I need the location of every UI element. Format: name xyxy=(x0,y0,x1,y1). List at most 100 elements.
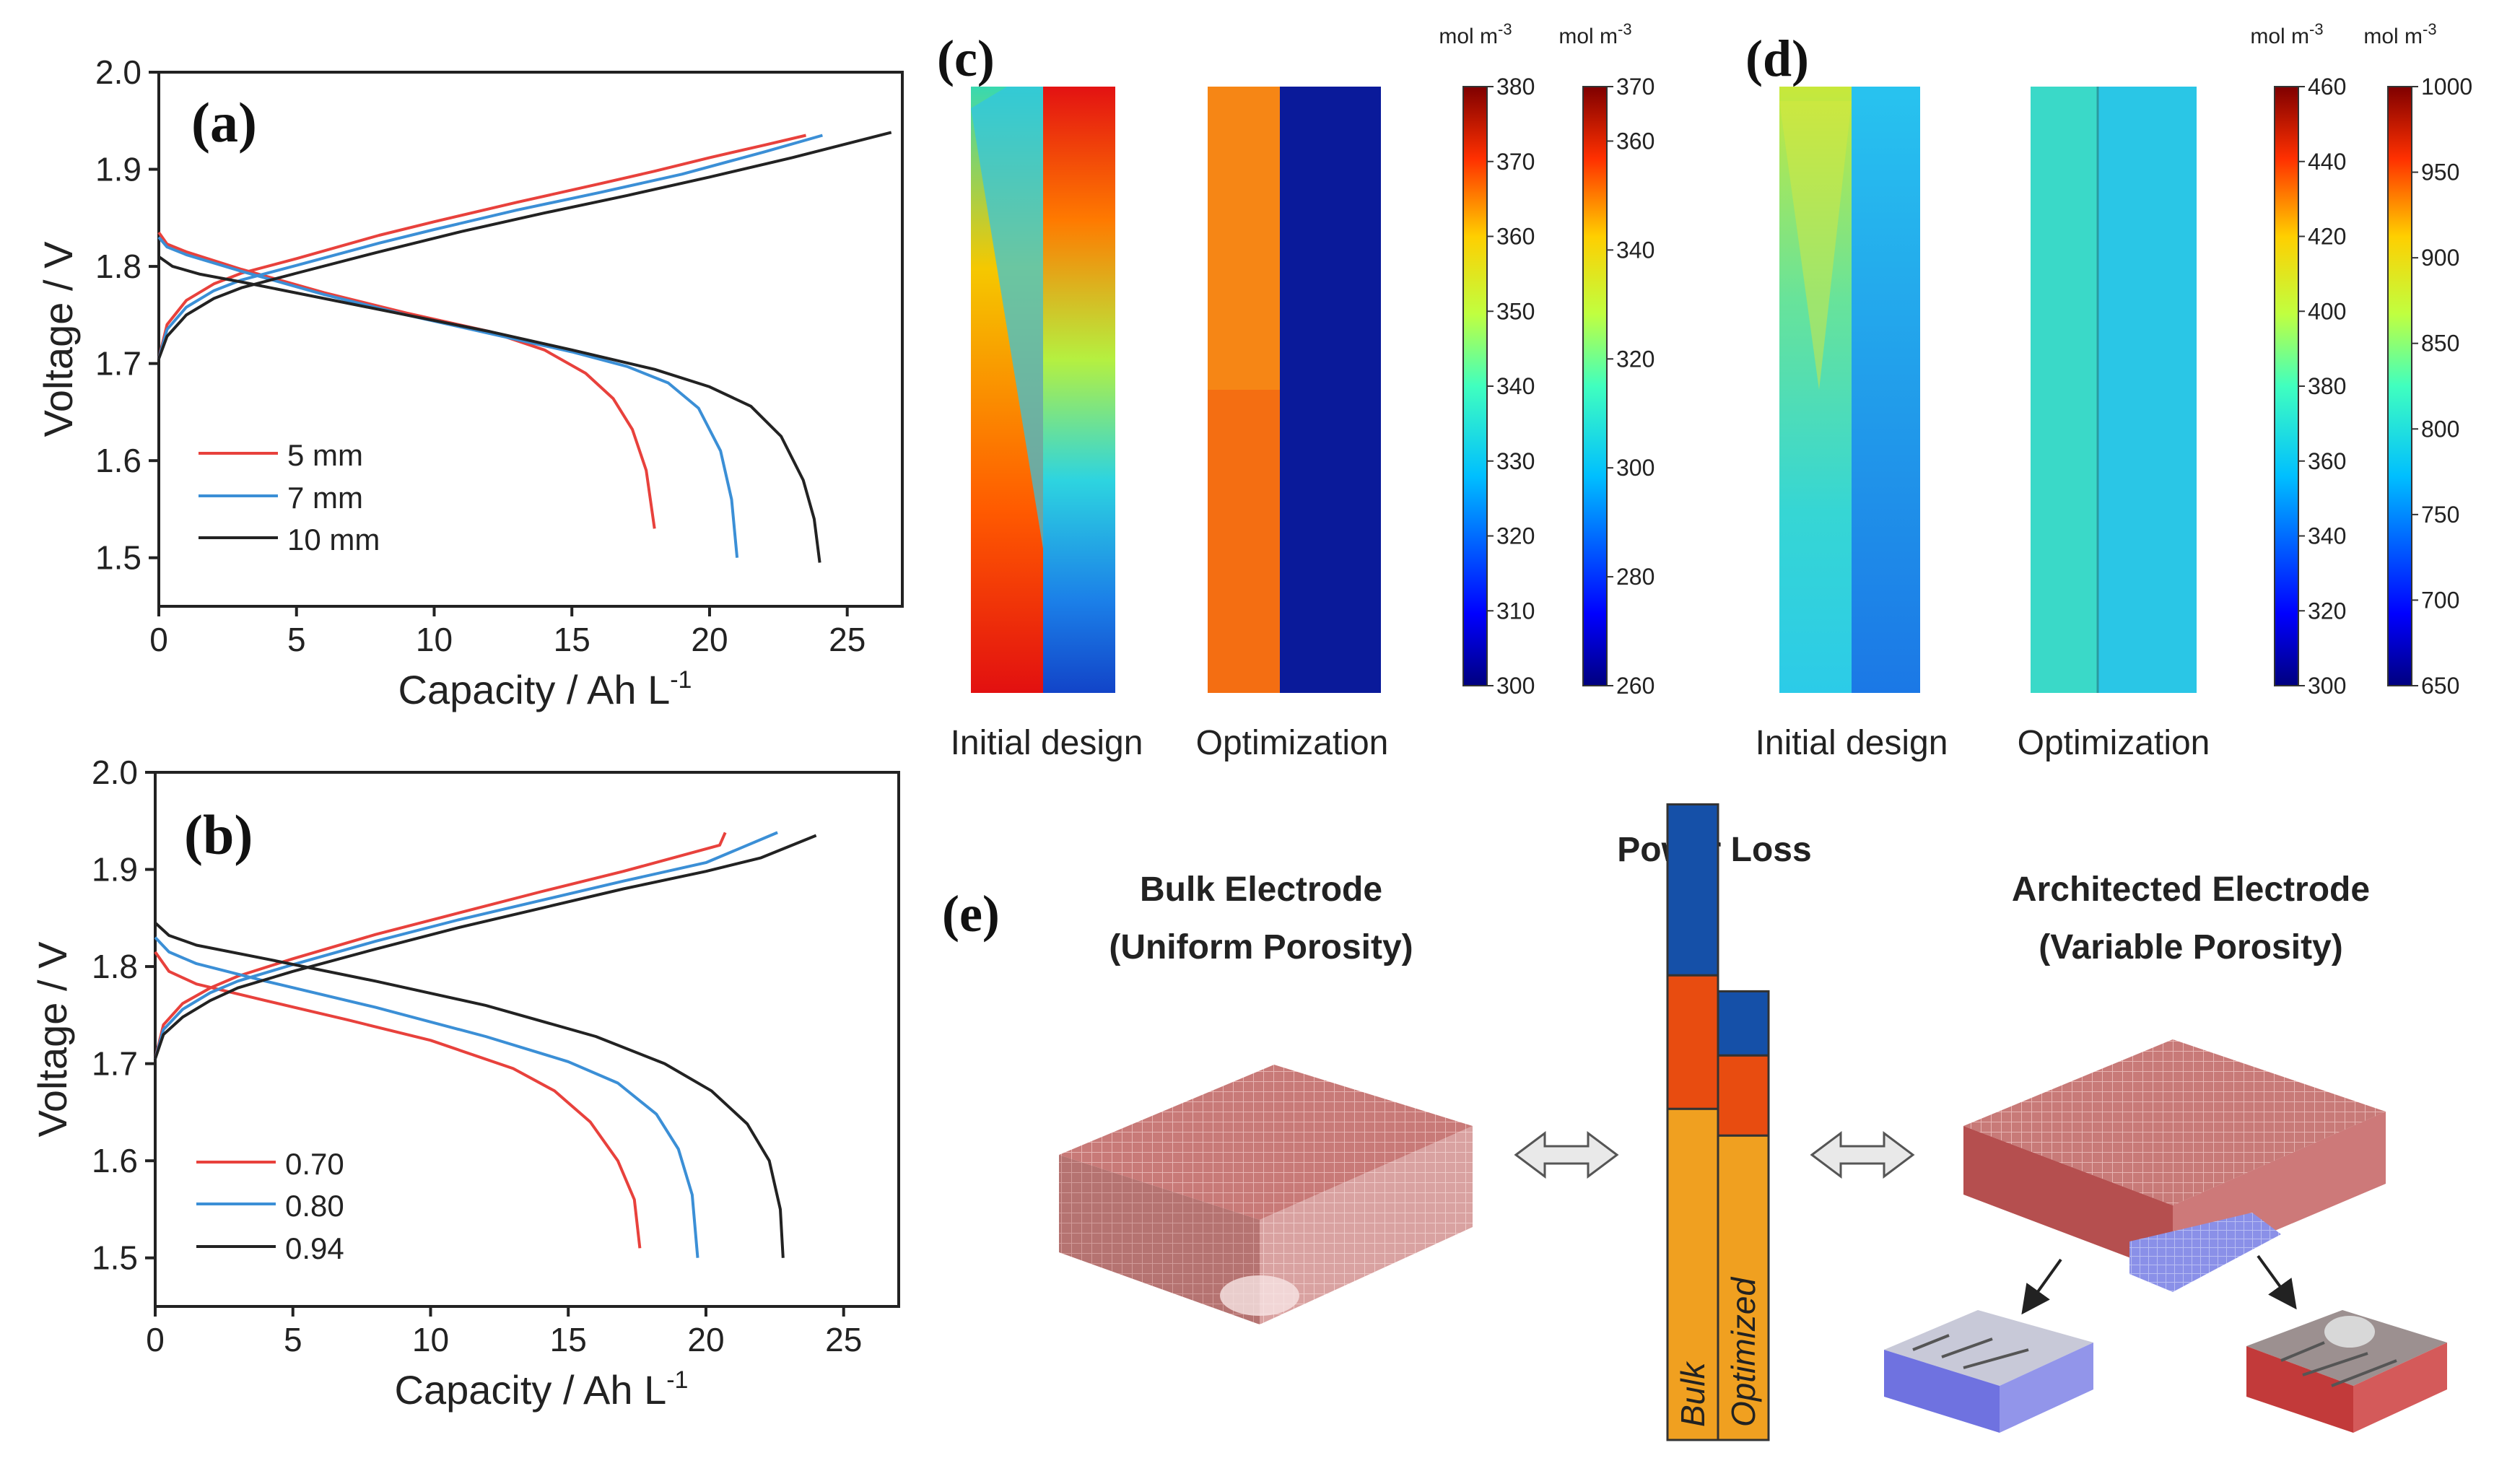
x-tick-label: 0 xyxy=(149,621,168,658)
zoom-inset-red xyxy=(2246,1310,2447,1433)
heatmap-optimized-right xyxy=(1280,87,1381,693)
y-tick-label: 1.8 xyxy=(92,948,138,985)
y-tick-label: 1.9 xyxy=(92,851,138,889)
panel-b-line-chart: 0 5 10 15 20 25 1.5 1.6 1.7 1.8 1.9 2.0 (b) Voltage… xyxy=(30,754,900,1413)
label-optimization: Optimization xyxy=(2018,724,2210,762)
colorbar-c-1-unit: mol m-3 xyxy=(1439,20,1512,48)
y-tick-label: 1.5 xyxy=(95,539,141,577)
bar-optimized-orange xyxy=(1717,1134,1770,1441)
colorbar-tick-label: 320 xyxy=(1616,346,1654,372)
series-094-charge-line xyxy=(154,834,817,1060)
bar-bulk-orange xyxy=(1666,1107,1719,1441)
heatmap-initial-right xyxy=(1852,87,1920,693)
legend-label-094: 0.94 xyxy=(285,1231,344,1265)
colorbar-d-1-unit: mol m-3 xyxy=(2250,20,2323,48)
plot-frame xyxy=(154,771,900,1308)
y-tick-label: 1.6 xyxy=(95,442,141,479)
double-arrow-left xyxy=(1514,1131,1619,1179)
colorbar-tick-label: 310 xyxy=(1496,598,1535,624)
y-tick-label: 2.0 xyxy=(92,754,138,791)
x-tick-label: 5 xyxy=(287,621,306,658)
legend-label-7mm: 7 mm xyxy=(287,481,363,515)
series-10mm-discharge-line xyxy=(157,255,821,563)
bar-label-bulk: Bulk xyxy=(1674,1361,1712,1427)
heatmap-optimized-right xyxy=(2098,87,2197,693)
colorbar-d-2 xyxy=(2387,86,2412,686)
panel-c-heatmap: (c) 380 370 360 350 340 330 320 310 300 370 360 340… xyxy=(937,20,1654,762)
y-tick-label: 1.9 xyxy=(95,151,141,188)
colorbar-tick-label: 360 xyxy=(2308,448,2346,474)
colorbar-tick-label: 340 xyxy=(1496,373,1535,399)
double-arrow-right xyxy=(1810,1131,1915,1179)
colorbar-tick-label: 440 xyxy=(2308,149,2346,175)
colorbar-d-2-unit: mol m-3 xyxy=(2363,20,2436,48)
colorbar-tick-group: 460 440 420 400 380 360 340 320 300 1000 950 900 850… xyxy=(2298,74,2472,699)
panel-label-c: (c) xyxy=(937,30,995,87)
bulk-electrode-title-2: (Uniform Porosity) xyxy=(1109,928,1413,966)
colorbar-tick-label: 380 xyxy=(2308,373,2346,399)
series-5mm-charge-line xyxy=(157,134,806,359)
y-tick-label: 2.0 xyxy=(95,53,141,91)
architected-electrode-title-2: (Variable Porosity) xyxy=(2039,928,2342,966)
power-loss-bars: Bulk Optimized xyxy=(1666,803,1770,1441)
colorbar-tick-label: 1000 xyxy=(2421,74,2472,100)
series-7mm-charge-line xyxy=(157,134,823,359)
colorbar-tick-label: 850 xyxy=(2421,331,2459,357)
panel-label-a: (a) xyxy=(191,91,257,154)
pointer-arrow-right xyxy=(2257,1254,2297,1310)
colorbar-tick-label: 370 xyxy=(1496,149,1535,175)
colorbar-c-2 xyxy=(1582,86,1608,686)
series-7mm-discharge-line xyxy=(157,236,739,558)
colorbar-tick-label: 380 xyxy=(1496,74,1535,100)
colorbar-tick-label: 370 xyxy=(1616,74,1654,100)
bulk-electrode-block xyxy=(1059,1065,1473,1324)
x-axis-label: Capacity / Ah L-1 xyxy=(395,1366,689,1413)
colorbar-tick-label: 800 xyxy=(2421,416,2459,442)
heatmap-optimized-left-top xyxy=(1208,87,1280,390)
architected-electrode-block xyxy=(1963,1039,2386,1292)
x-tick-label: 5 xyxy=(284,1321,302,1358)
label-optimization: Optimization xyxy=(1196,724,1389,762)
x-tick-label: 0 xyxy=(146,1321,165,1358)
colorbar-tick-label: 420 xyxy=(2308,224,2346,250)
colorbar-tick-label: 260 xyxy=(1616,673,1654,699)
y-tick-label: 1.8 xyxy=(95,248,141,285)
panel-e-power-loss: (e) Power Loss Bulk Electrode (Uniform P… xyxy=(942,803,2447,1441)
colorbar-tick-label: 300 xyxy=(2308,673,2346,699)
colorbar-tick-label: 280 xyxy=(1616,564,1654,590)
curve-group xyxy=(157,131,892,563)
bar-optimized-red xyxy=(1717,1054,1770,1137)
series-070-discharge-line xyxy=(154,951,642,1249)
x-tick-label: 10 xyxy=(412,1321,449,1358)
x-tick-label: 20 xyxy=(691,621,728,658)
colorbar-tick-label: 320 xyxy=(1496,523,1535,549)
x-tick-label: 25 xyxy=(825,1321,862,1358)
bar-bulk-blue xyxy=(1666,803,1719,977)
series-080-charge-line xyxy=(154,831,778,1060)
x-tick-label: 20 xyxy=(687,1321,724,1358)
colorbar-tick-label: 330 xyxy=(1496,448,1535,474)
legend: 0.70 0.80 0.94 xyxy=(196,1147,344,1265)
heatmap-initial-left-wedge xyxy=(971,87,1043,549)
colorbar-tick-label: 460 xyxy=(2308,74,2346,100)
colorbar-tick-label: 750 xyxy=(2421,502,2459,528)
heatmap-optimized-left xyxy=(2031,87,2098,693)
y-tick-label: 1.5 xyxy=(92,1239,138,1277)
bar-label-optimized: Optimized xyxy=(1725,1277,1762,1427)
legend-label-080: 0.80 xyxy=(285,1189,344,1223)
panel-a-line-chart: 0 5 10 15 20 25 1.5 1.6 1.7 1.8 1.9 2.0 (a) Voltage… xyxy=(35,53,904,712)
colorbar-tick-label: 900 xyxy=(2421,245,2459,271)
bar-bulk-red xyxy=(1666,974,1719,1110)
colorbar-tick-label: 340 xyxy=(2308,523,2346,549)
panel-d-heatmap: (d) 460 440 420 400 380 360 340 320 300 1000 950 90… xyxy=(1745,20,2472,762)
colorbar-tick-label: 700 xyxy=(2421,587,2459,613)
colorbar-tick-label: 350 xyxy=(1496,298,1535,324)
colorbar-tick-label: 340 xyxy=(1616,237,1654,263)
colorbar-tick-label: 300 xyxy=(1496,673,1535,699)
colorbar-tick-label: 650 xyxy=(2421,673,2459,699)
y-tick-label: 1.6 xyxy=(92,1142,138,1179)
colorbar-c-2-unit: mol m-3 xyxy=(1558,20,1631,48)
bulk-electrode-title-1: Bulk Electrode xyxy=(1140,870,1382,909)
x-axis-label: Capacity / Ah L-1 xyxy=(398,666,692,712)
heatmap-initial-right xyxy=(1043,87,1115,693)
